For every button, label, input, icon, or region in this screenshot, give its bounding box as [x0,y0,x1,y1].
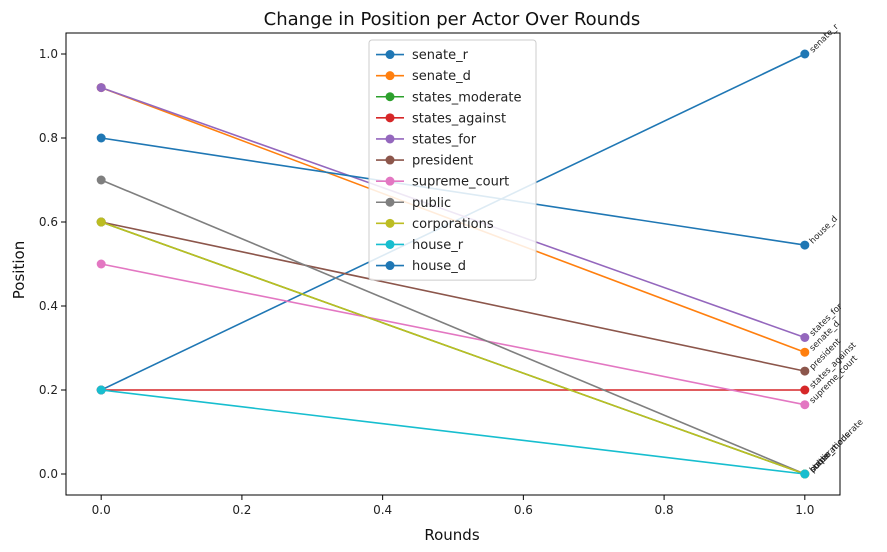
legend-item: states_moderate [376,90,521,105]
data-point [96,83,106,93]
y-tick-label: 0.0 [39,467,58,481]
legend-box [368,39,537,281]
legend-marker [385,71,395,81]
x-tick-label: 1.0 [795,503,814,517]
legend-item: states_for [376,132,477,147]
legend-marker [385,176,395,186]
series-line [101,389,805,475]
legend-item: supreme_court [376,175,509,190]
legend-item: house_r [376,238,464,253]
legend-item: house_d [376,259,466,274]
data-point [96,259,106,269]
legend-item: states_against [376,111,506,126]
data-point [96,385,106,395]
x-axis-label: Rounds [424,526,479,544]
legend-marker [385,113,395,123]
legend-marker [385,50,395,60]
plot-frame [65,32,841,496]
legend-marker [385,261,395,271]
legend-marker [385,239,395,249]
axes: 0.0 0.2 0.4 0.6 0.8 1.0 0.0 0.2 0.4 0.6 0.8 1.0 [39,47,814,517]
series-supreme-court [96,259,810,410]
legend-item: president [376,154,473,169]
chart-title: Change in Position per Actor Over Rounds [264,9,641,30]
legend-marker [385,92,395,102]
series-line [101,221,805,372]
series-line [100,179,806,475]
data-point [800,366,810,376]
y-tick-label: 0.4 [39,299,58,313]
data-point [96,217,106,227]
data-point [800,240,810,250]
x-tick-label: 0.4 [373,503,392,517]
legend-label: public [412,196,451,211]
legend-label: house_r [412,238,464,253]
legend-marker [385,218,395,228]
y-tick-label: 0.2 [39,383,58,397]
legend-marker [385,197,395,207]
data-point [96,175,106,185]
legend-item: public [376,196,451,211]
x-tick-label: 0.2 [232,503,251,517]
legend-item: corporations [376,217,494,232]
legend: senate_r senate_d states_moderate states_ag… [368,39,537,281]
y-tick-label: 1.0 [39,47,58,61]
data-point [96,133,106,143]
legend-label: states_for [412,132,477,147]
legend-label: senate_d [412,69,471,84]
legend-item: senate_r [376,48,469,63]
y-tick-label: 0.6 [39,215,58,229]
series-layer [96,49,810,479]
legend-label: senate_r [412,48,469,63]
series-line [101,263,805,406]
data-point [800,333,810,342]
legend-label: president [412,154,473,169]
data-point [800,347,810,357]
legend-item: senate_d [376,69,471,84]
series-line [100,221,806,475]
series-house-r [96,385,810,479]
legend-label: states_against [412,111,506,126]
data-point [800,385,810,395]
legend-label: states_moderate [412,90,521,105]
x-tick-label: 0.0 [92,503,111,517]
x-tick-label: 0.6 [514,503,533,517]
data-point [800,49,810,59]
y-axis-label: Position [10,241,28,299]
legend-marker [385,155,395,165]
data-point [800,469,810,479]
data-point [800,400,810,410]
legend-label: supreme_court [412,175,509,190]
legend-label: house_d [412,259,466,274]
legend-label: corporations [412,217,494,232]
legend-marker [385,134,395,144]
y-tick-label: 0.8 [39,131,58,145]
x-tick-label: 0.8 [655,503,674,517]
